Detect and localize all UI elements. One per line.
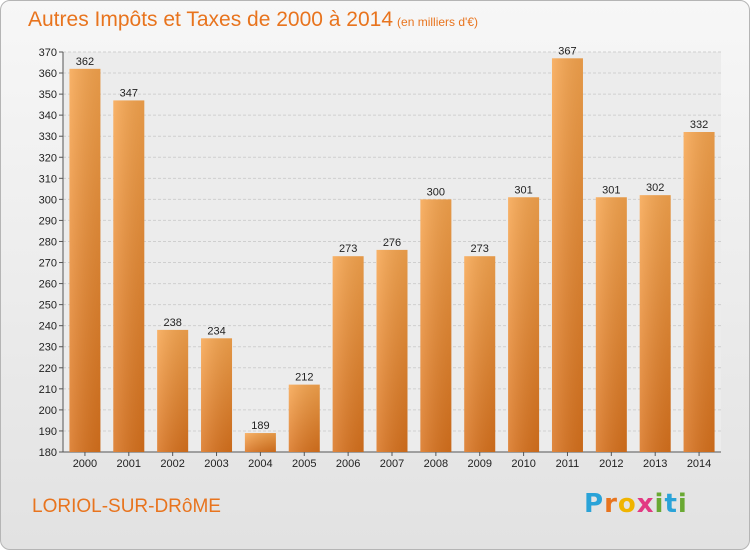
bar-shade: [332, 256, 364, 452]
y-tick-label: 180: [39, 447, 57, 459]
y-tick-label: 340: [39, 110, 57, 122]
bar-value-label: 301: [602, 184, 620, 196]
bar-shade: [683, 132, 715, 452]
logo-letter: t: [664, 489, 678, 519]
x-tick-label: 2009: [467, 458, 491, 470]
logo-letter: o: [617, 489, 637, 519]
bar-value-label: 362: [76, 56, 94, 68]
bar-value-label: 301: [514, 184, 532, 196]
y-tick-label: 330: [39, 131, 57, 143]
x-tick-label: 2010: [511, 458, 535, 470]
chart-title: Autres Impôts et Taxes de 2000 à 2014 (en…: [28, 8, 478, 32]
bar-value-label: 367: [558, 45, 576, 57]
x-tick-label: 2004: [248, 458, 272, 470]
bar-shade: [551, 58, 583, 452]
y-tick-label: 300: [39, 194, 57, 206]
title-text: Autres Impôts et Taxes de 2000 à 2014: [28, 8, 394, 31]
bar-value-label: 234: [207, 325, 225, 337]
title-unit: (en milliers d'€): [397, 15, 479, 29]
y-tick-label: 370: [39, 47, 57, 59]
bar-value-label: 276: [383, 237, 401, 249]
y-tick-label: 320: [39, 152, 57, 164]
y-tick-label: 200: [39, 405, 57, 417]
y-tick-label: 290: [39, 215, 57, 227]
logo-letter: P: [584, 489, 605, 519]
x-tick-label: 2013: [643, 458, 667, 470]
bar-value-label: 300: [427, 186, 445, 198]
bar-shade: [376, 249, 408, 452]
y-tick-label: 190: [39, 426, 57, 438]
y-tick-label: 250: [39, 300, 57, 312]
bar-shade: [420, 199, 452, 452]
y-tick-label: 270: [39, 258, 57, 270]
commune-name: LORIOL-SUR-DRôME: [32, 496, 221, 517]
logo-letter: i: [654, 489, 665, 519]
logo-letter: r: [604, 489, 618, 519]
y-tick-label: 210: [39, 384, 57, 396]
bar-value-label: 302: [646, 182, 664, 194]
bar-shade: [639, 195, 671, 452]
x-tick-label: 2007: [380, 458, 404, 470]
y-tick-label: 240: [39, 321, 57, 333]
bar-value-label: 238: [163, 317, 181, 329]
y-tick-label: 310: [39, 173, 57, 185]
y-tick-label: 220: [39, 363, 57, 375]
y-tick-label: 230: [39, 342, 57, 354]
x-tick-label: 2001: [117, 458, 141, 470]
x-tick-label: 2006: [336, 458, 360, 470]
bar-shade: [595, 197, 627, 452]
logo-letter: i: [677, 489, 688, 519]
x-tick-label: 2011: [556, 458, 580, 470]
bar-shade: [201, 338, 233, 452]
x-tick-label: 2014: [687, 458, 711, 470]
bar-value-label: 212: [295, 372, 313, 384]
proxiti-logo: Proxiti: [584, 489, 688, 519]
x-tick-label: 2000: [73, 458, 97, 470]
bar-value-label: 332: [690, 119, 708, 131]
bar-shade: [464, 256, 496, 452]
x-tick-label: 2012: [599, 458, 623, 470]
bar-shade: [508, 197, 540, 452]
bar-value-label: 273: [339, 243, 357, 255]
x-tick-label: 2005: [292, 458, 316, 470]
y-tick-label: 360: [39, 68, 57, 80]
logo-letter: x: [636, 489, 655, 519]
y-tick-label: 260: [39, 279, 57, 291]
x-tick-label: 2008: [424, 458, 448, 470]
bar-shade: [288, 384, 320, 452]
bar-value-label: 273: [471, 243, 489, 255]
bar-value-label: 347: [120, 87, 138, 99]
y-tick-label: 280: [39, 236, 57, 248]
bar-shade: [157, 329, 189, 452]
bar-shade: [113, 100, 145, 452]
bar-value-label: 189: [251, 420, 269, 432]
bar-shade: [69, 68, 101, 452]
y-tick-label: 350: [39, 89, 57, 101]
x-tick-label: 2002: [160, 458, 184, 470]
bar-shade: [244, 433, 276, 452]
x-tick-label: 2003: [204, 458, 228, 470]
